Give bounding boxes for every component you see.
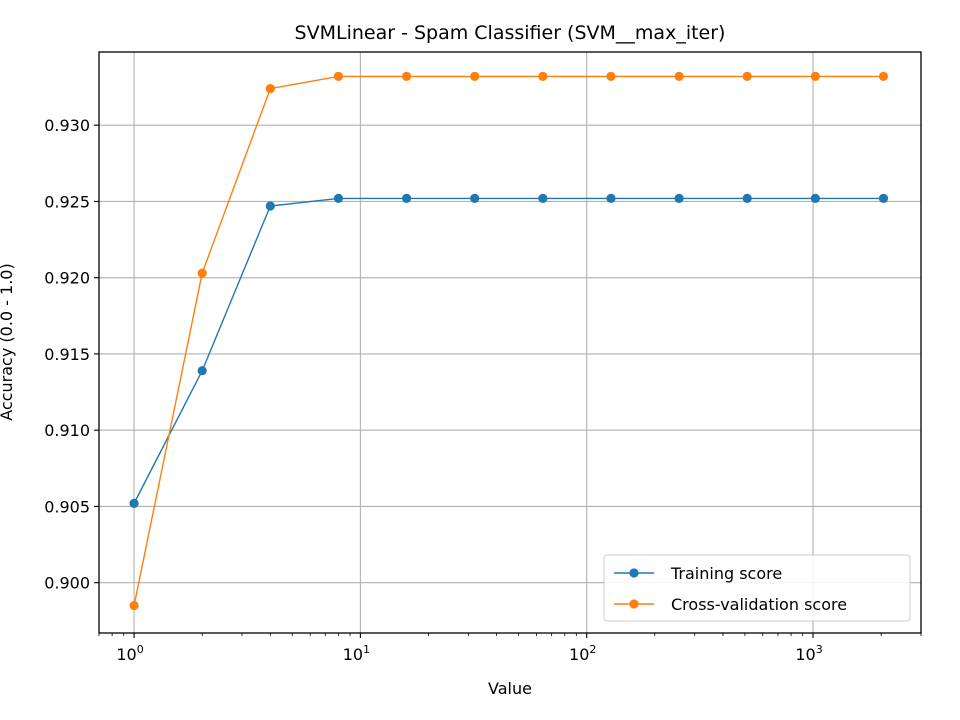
series-line-1 bbox=[133, 75, 884, 606]
x-tick-label: 103 bbox=[795, 643, 822, 664]
series-1-point bbox=[333, 71, 344, 81]
legend-box bbox=[603, 554, 911, 622]
series-line-0 bbox=[133, 197, 884, 504]
series-1-point bbox=[129, 600, 139, 611]
series-0-point bbox=[606, 193, 616, 203]
series-layer bbox=[129, 71, 889, 611]
legend-swatch-marker bbox=[629, 568, 639, 578]
series-0-point bbox=[401, 193, 412, 203]
series-0-point bbox=[674, 193, 684, 203]
series-1-point bbox=[538, 71, 548, 81]
legend-label: Cross-validation score bbox=[671, 595, 847, 614]
series-1-point bbox=[401, 71, 412, 81]
y-axis-label: Accuracy (0.0 - 1.0) bbox=[0, 263, 16, 420]
x-tick-label-base: 10 bbox=[343, 645, 363, 664]
series-1-point bbox=[606, 71, 616, 81]
y-tick-label: 0.925 bbox=[44, 192, 90, 211]
series-1-point bbox=[470, 71, 480, 81]
chart-title: SVMLinear - Spam Classifier (SVM__max_it… bbox=[295, 22, 726, 44]
axes-frame bbox=[98, 51, 922, 634]
series-1-point bbox=[810, 71, 820, 81]
series-1-point bbox=[878, 71, 889, 81]
series-0-point bbox=[810, 193, 820, 203]
series-0-point bbox=[129, 498, 139, 508]
series-0-point bbox=[197, 366, 207, 376]
series-0-point bbox=[470, 193, 480, 203]
series-0-point bbox=[878, 193, 889, 203]
x-tick-label-base: 10 bbox=[569, 645, 589, 664]
series-1-point bbox=[742, 71, 752, 81]
x-axis-label: Value bbox=[488, 679, 532, 698]
series-0-point bbox=[538, 193, 548, 203]
series-0-point bbox=[742, 193, 752, 203]
series-1-point bbox=[197, 268, 207, 278]
legend: Training score Cross-validation score bbox=[603, 554, 911, 622]
y-tick-label: 0.900 bbox=[44, 574, 90, 593]
x-tick-label-base: 10 bbox=[795, 645, 815, 664]
x-tick-label-exponent: 0 bbox=[137, 643, 144, 656]
series-1-point bbox=[674, 71, 684, 81]
series-0-point bbox=[265, 201, 275, 211]
grid bbox=[99, 52, 921, 633]
legend-swatch-marker bbox=[629, 599, 639, 609]
x-tick-label: 101 bbox=[343, 643, 370, 664]
x-tick-label-base: 10 bbox=[116, 645, 136, 664]
y-tick-label: 0.920 bbox=[44, 269, 90, 288]
series-0-point bbox=[333, 193, 344, 203]
series-1-point bbox=[265, 83, 275, 94]
x-tick-label: 102 bbox=[569, 643, 596, 664]
x-tick-label: 100 bbox=[116, 643, 143, 664]
y-tick-label: 0.910 bbox=[44, 421, 90, 440]
x-tick-label-exponent: 3 bbox=[816, 643, 823, 656]
y-tick-label: 0.905 bbox=[44, 497, 90, 516]
legend-label: Training score bbox=[670, 564, 782, 583]
x-tick-label-exponent: 1 bbox=[363, 643, 370, 656]
y-tick-label: 0.915 bbox=[44, 345, 90, 364]
x-tick-label-exponent: 2 bbox=[589, 643, 596, 656]
y-tick-label: 0.930 bbox=[44, 116, 90, 135]
